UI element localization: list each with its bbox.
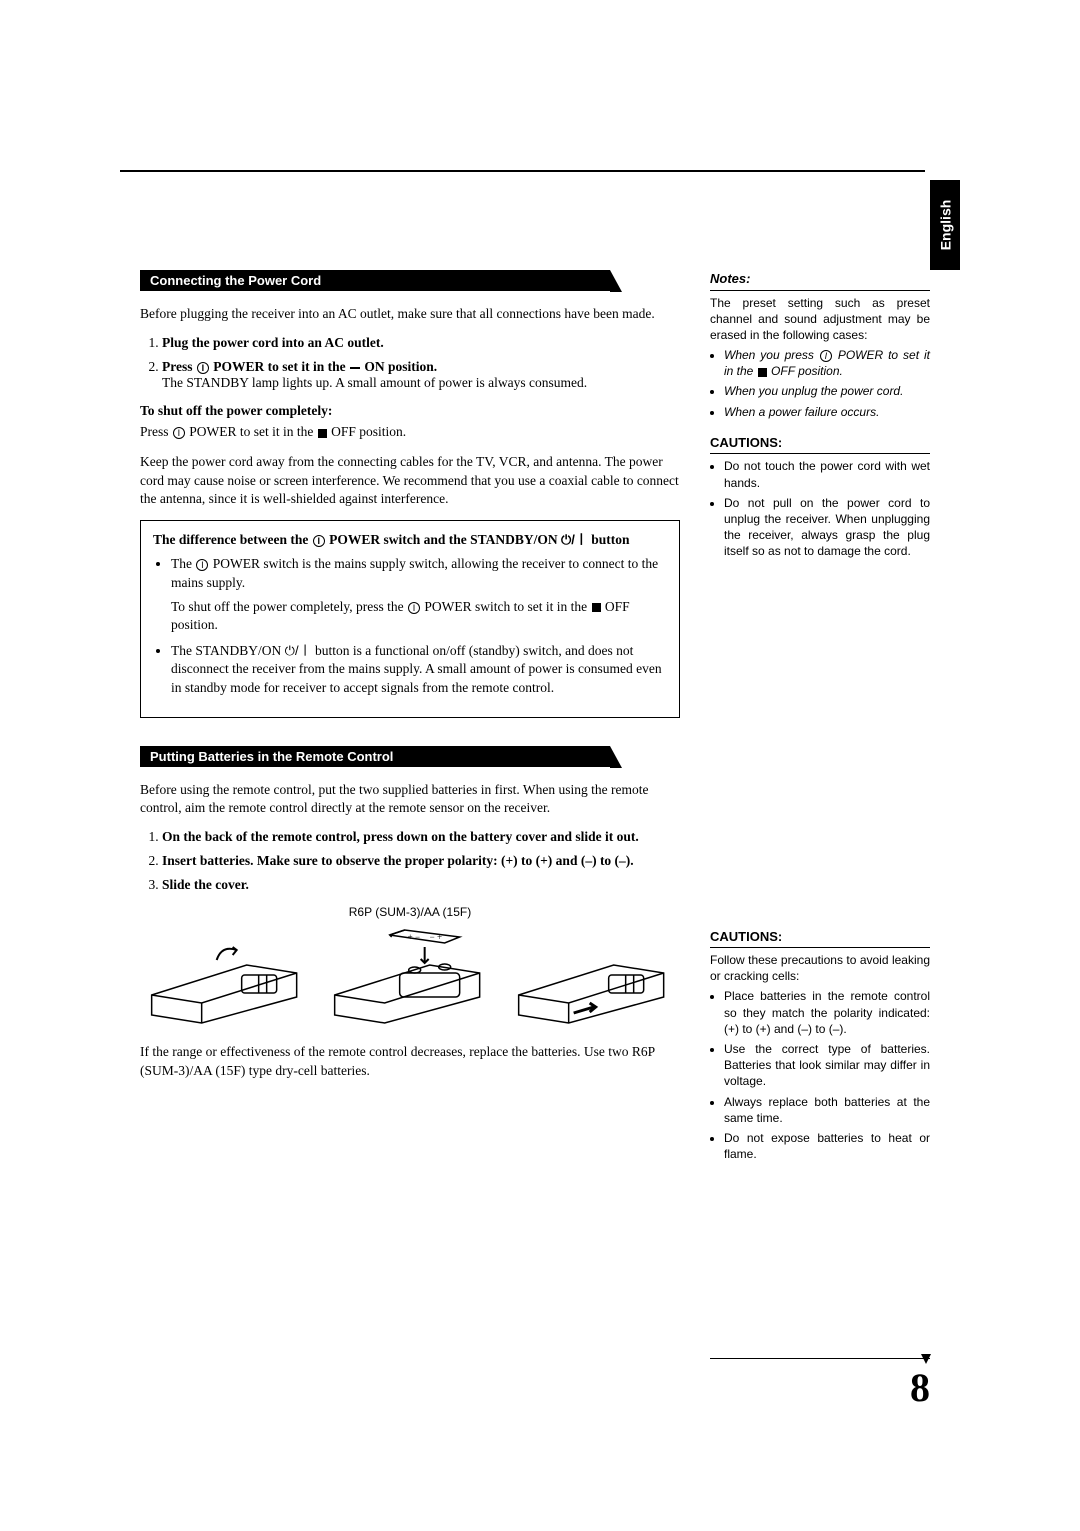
section2-steps: On the back of the remote control, press…: [140, 829, 680, 893]
svg-text:− +: − +: [430, 932, 442, 942]
note-3: When a power failure occurs.: [724, 404, 930, 420]
page-number-rule: [710, 1358, 930, 1359]
page-number: 8: [910, 1364, 930, 1411]
power-icon: I: [197, 362, 209, 374]
caution1-1: Do not touch the power cord with wet han…: [724, 458, 930, 490]
figure-1: [140, 925, 313, 1025]
step1-text: Plug the power cord into an AC outlet.: [162, 335, 384, 350]
section1-intro: Before plugging the receiver into an AC …: [140, 305, 680, 323]
power-icon: I: [313, 535, 325, 547]
cautions2-list: Place batteries in the remote control so…: [710, 988, 930, 1162]
caution2-3: Always replace both batteries at the sam…: [724, 1094, 930, 1126]
cautions2-heading: CAUTIONS:: [710, 928, 930, 949]
caution2-2: Use the correct type of batteries. Batte…: [724, 1041, 930, 1090]
figure-2: + − − +: [323, 925, 496, 1025]
bat-step-3: Slide the cover.: [162, 877, 680, 893]
notes-list: When you press I POWER to set it in the …: [710, 347, 930, 420]
figure-3: [507, 925, 680, 1025]
section1-title: Connecting the Power Cord: [150, 273, 321, 288]
box-title: The difference between the I POWER switc…: [153, 531, 667, 549]
bat-step1-text: On the back of the remote control, press…: [162, 829, 639, 844]
bat-step-2: Insert batteries. Make sure to observe t…: [162, 853, 680, 869]
svg-text:+ −: + −: [408, 932, 420, 942]
box-item-2: The STANDBY/ON ⏻/〡 button is a functiona…: [171, 642, 667, 697]
sidebar-gap: [710, 564, 930, 914]
step2-sub: The STANDBY lamp lights up. A small amou…: [162, 375, 680, 391]
battery-figures: + − − +: [140, 925, 680, 1025]
cautions1-heading: CAUTIONS:: [710, 434, 930, 455]
power-icon: I: [196, 559, 208, 571]
caution2-1: Place batteries in the remote control so…: [724, 988, 930, 1037]
note-2: When you unplug the power cord.: [724, 383, 930, 399]
section2-intro: Before using the remote control, put the…: [140, 781, 680, 817]
page-content: Connecting the Power Cord Before pluggin…: [140, 270, 930, 1166]
box-item-1: The I POWER switch is the mains supply s…: [171, 555, 667, 634]
standby-icon: ⏻/〡: [285, 643, 312, 658]
bat-step-1: On the back of the remote control, press…: [162, 829, 680, 845]
keep-away-text: Keep the power cord away from the connec…: [140, 453, 680, 508]
step-2: Press I POWER to set it in the ON positi…: [162, 359, 680, 391]
top-rule: [120, 170, 925, 172]
section-heading-batteries: Putting Batteries in the Remote Control: [140, 746, 610, 767]
power-icon: I: [820, 350, 832, 362]
power-icon: I: [408, 602, 420, 614]
note-1: When you press I POWER to set it in the …: [724, 347, 930, 379]
main-column: Connecting the Power Cord Before pluggin…: [140, 270, 680, 1166]
caution2-4: Do not expose batteries to heat or flame…: [724, 1130, 930, 1162]
cautions1-list: Do not touch the power cord with wet han…: [710, 458, 930, 559]
box-item-1-sub: To shut off the power completely, press …: [171, 598, 667, 634]
caution1-2: Do not pull on the power cord to unplug …: [724, 495, 930, 560]
bat-step2-text: Insert batteries. Make sure to observe t…: [162, 853, 634, 868]
off-icon: [318, 429, 327, 438]
step2-text: Press I POWER to set it in the ON positi…: [162, 359, 437, 374]
section2-title: Putting Batteries in the Remote Control: [150, 749, 393, 764]
bat-step3-text: Slide the cover.: [162, 877, 249, 892]
section-heading-power-cord: Connecting the Power Cord: [140, 270, 610, 291]
on-icon: [350, 367, 360, 369]
box-list: The I POWER switch is the mains supply s…: [153, 555, 667, 697]
notes-intro: The preset setting such as preset channe…: [710, 295, 930, 344]
shutoff-body: Press I POWER to set it in the OFF posit…: [140, 423, 680, 441]
off-icon: [758, 368, 767, 377]
power-icon: I: [173, 427, 185, 439]
section2-outro: If the range or effectiveness of the rem…: [140, 1043, 680, 1079]
step-1: Plug the power cord into an AC outlet.: [162, 335, 680, 351]
language-label: English: [937, 200, 953, 251]
shutoff-heading: To shut off the power completely:: [140, 403, 680, 419]
sidebar-column: Notes: The preset setting such as preset…: [710, 270, 930, 1166]
figure-label: R6P (SUM-3)/AA (15F): [140, 905, 680, 919]
cautions2-intro: Follow these precautions to avoid leakin…: [710, 952, 930, 984]
section1-steps: Plug the power cord into an AC outlet. P…: [140, 335, 680, 391]
notes-heading: Notes:: [710, 270, 930, 291]
language-tab: English: [930, 180, 960, 270]
standby-icon: ⏻/〡: [561, 532, 588, 547]
off-icon: [592, 603, 601, 612]
info-box-power-difference: The difference between the I POWER switc…: [140, 520, 680, 718]
